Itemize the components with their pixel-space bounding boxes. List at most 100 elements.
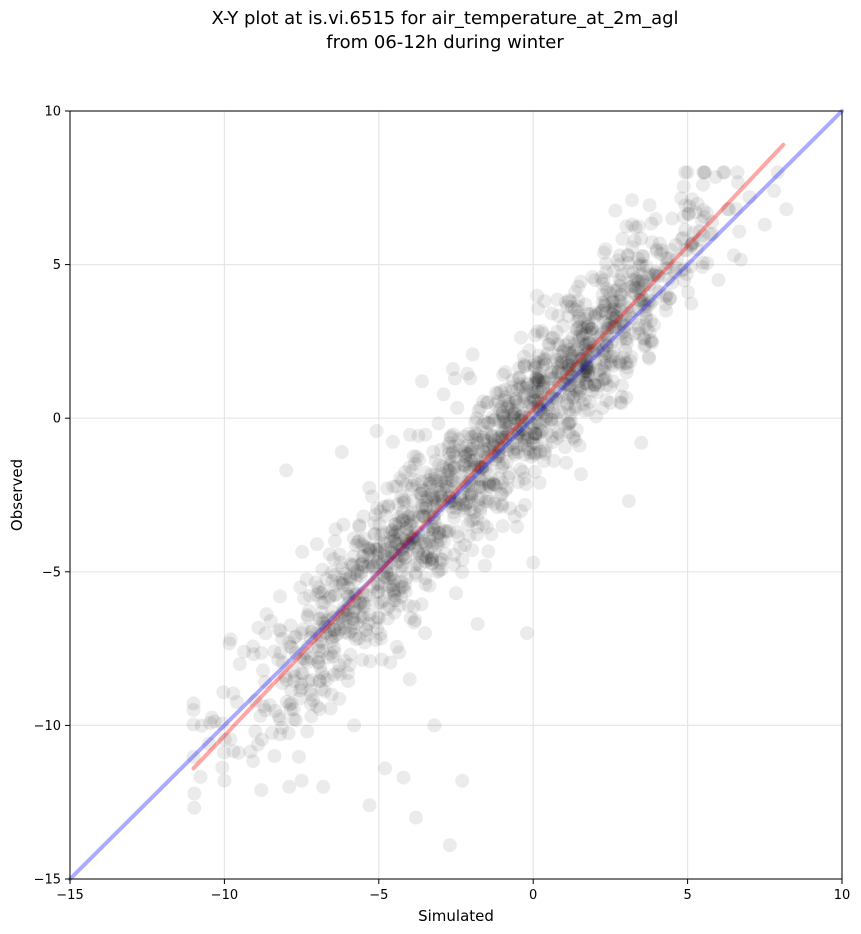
scatter-point [595,303,610,318]
scatter-point [232,657,247,671]
scatter-point [560,397,575,412]
scatter-point [526,555,541,570]
scatter-point [530,288,545,303]
scatter-point [685,192,700,207]
scatter-point [477,414,492,429]
scatter-point [599,393,614,408]
scatter-point [337,653,352,668]
scatter-point [287,674,302,688]
scatter-point [422,578,437,593]
scatter-point [418,510,433,525]
scatter-point [346,604,361,619]
scatter-point [395,513,410,528]
scatter-point [502,397,517,412]
scatter-point [275,655,290,670]
scatter-point [575,328,590,343]
scatter-point [494,487,509,501]
scatter-point [312,673,327,688]
scatter-point [605,335,620,350]
scatter-point [379,559,394,574]
scatter-point [577,403,592,418]
scatter-point [372,517,387,532]
scatter-point [513,379,528,394]
scatter-point [312,585,326,600]
scatter-point [606,302,620,317]
scatter-point [370,621,385,636]
scatter-point [457,429,472,444]
scatter-point [573,351,588,366]
scatter-point [569,359,584,374]
scatter-point [679,267,694,282]
scatter-point [581,403,596,417]
scatter-point [458,478,473,493]
scatter-point [623,279,638,294]
scatter-point [648,264,663,279]
scatter-point [186,696,201,711]
scatter-point [465,543,480,558]
scatter-point [599,256,614,271]
scatter-point [340,586,355,601]
scatter-point [640,322,655,337]
scatter-point [390,497,405,512]
scatter-point [579,337,594,352]
scatter-point [476,517,491,532]
scatter-point [304,651,319,666]
scatter-point [453,490,468,504]
scatter-point [355,537,370,552]
scatter-point [436,482,451,497]
scatter-point [562,402,577,417]
scatter-point [264,726,279,741]
scatter-point [550,405,565,420]
scatter-point [562,387,577,402]
scatter-point [418,554,433,569]
scatter-point [408,530,423,545]
scatter-point [304,624,319,639]
scatter-point [341,589,356,604]
scatter-point [430,498,445,513]
scatter-point [594,361,609,376]
scatter-point [441,439,456,454]
scatter-point [566,389,581,404]
scatter-point [520,427,535,442]
scatter-point [406,510,421,525]
scatter-point [498,382,513,397]
scatter-point [535,372,550,387]
scatter-point [621,494,636,509]
scatter-point [562,362,577,377]
scatter-point [561,382,576,397]
scatter-point [582,379,596,394]
scatter-point [683,259,698,274]
scatter-point [434,489,448,504]
scatter-point [569,322,584,337]
scatter-point [527,447,542,462]
scatter-point [539,412,553,427]
scatter-point [295,544,310,559]
scatter-point [441,446,456,461]
y-tick-label: −5 [42,565,61,580]
scatter-point [637,278,652,293]
scatter-point [355,610,370,625]
scatter-point [618,319,633,333]
y-axis-label: Observed [8,459,26,531]
scatter-point [500,480,515,495]
scatter-point [770,165,785,180]
scatter-point [617,324,632,339]
scatter-point [507,447,522,462]
scatter-point [424,556,439,571]
scatter-point [601,317,616,332]
scatter-point [492,444,506,459]
scatter-point [343,570,357,585]
scatter-point [398,550,413,565]
scatter-point [528,393,543,408]
scatter-point [425,491,440,506]
scatter-point [323,646,338,661]
scatter-point [627,326,642,341]
scatter-point [585,321,599,336]
scatter-point [304,687,319,702]
scatter-point [517,431,532,446]
scatter-point [370,585,385,600]
scatter-point [473,480,488,495]
scatter-point [517,447,532,462]
scatter-point [732,224,747,239]
scatter-point [462,447,477,462]
